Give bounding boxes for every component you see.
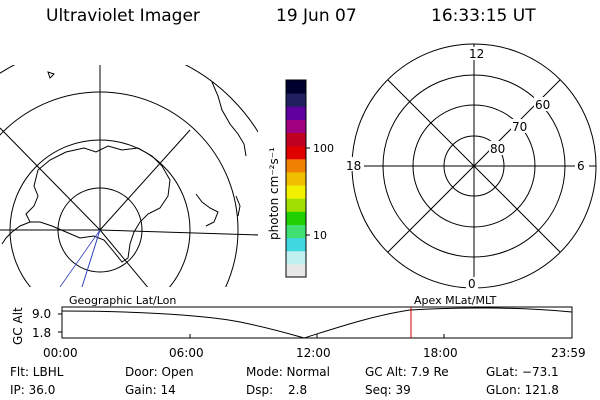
meridian-line [0, 127, 101, 231]
colorbar-tick-label: 100 [313, 142, 334, 155]
lat-label: 80 [490, 142, 505, 156]
x-tick-label: 12:00 [296, 346, 331, 360]
dsp-value: 2.8 [288, 383, 308, 397]
geographic-map [0, 65, 258, 287]
observation-time: 16:33:15 UT [431, 6, 536, 26]
lat-label: 70 [512, 120, 527, 134]
seq-info: Seq: 39 [365, 383, 411, 397]
glat-info: GLat: −73.1 [486, 365, 559, 379]
door-info: Door: Open [125, 365, 194, 379]
altitude-curve [61, 307, 573, 339]
colorbar-segment [286, 171, 306, 186]
mlt-label-bottom: 0 [468, 277, 476, 291]
colorbar-segment [286, 158, 306, 173]
instrument-title: Ultraviolet Imager [46, 6, 200, 26]
mlt-label-right: 6 [577, 159, 585, 173]
glon-info: GLon: 121.8 [486, 383, 559, 397]
altitude-plot-frame [61, 306, 573, 339]
antarctica-coastline [25, 145, 171, 263]
mlt-label-top: 12 [469, 47, 484, 61]
y-tick-label: 1.8 [32, 326, 51, 340]
label-bg [344, 157, 364, 171]
label-bg [468, 47, 484, 60]
colorbar-tick-label: 10 [313, 229, 327, 242]
x-tick-label: 18:00 [423, 346, 458, 360]
ground-track [59, 229, 101, 287]
label-bg [534, 97, 552, 111]
colorbar-segment [286, 93, 306, 107]
colorbar-segment [286, 263, 306, 278]
y-tick-label: 9.0 [32, 307, 51, 321]
label-bg [489, 141, 507, 155]
meridian-line [99, 229, 258, 236]
polar-title: Apex MLat/MLT [414, 294, 497, 307]
polar-plot [351, 43, 597, 289]
ground-track [81, 229, 101, 287]
lat-label: 60 [535, 98, 550, 112]
colorbar-unit-label: photon cm⁻²s⁻¹ [267, 147, 281, 240]
mlt-label-left: 18 [346, 159, 361, 173]
map-title: Geographic Lat/Lon [69, 294, 176, 307]
gain-info: Gain: 14 [125, 383, 176, 397]
colorbar-segment [286, 224, 306, 239]
filter-info: Flt: LBHL [10, 365, 64, 379]
colorbar [286, 80, 306, 278]
label-bg [466, 277, 478, 289]
coastline-fragment [235, 195, 241, 217]
colorbar-segment [286, 185, 306, 199]
colorbar-segment [286, 80, 306, 94]
colorbar-segment [286, 198, 306, 212]
label-bg [511, 119, 529, 133]
colorbar-segment [286, 211, 306, 225]
coastline-fragment [195, 193, 219, 227]
ip-info: IP: 36.0 [10, 383, 56, 397]
colorbar-segment [286, 106, 306, 120]
polar-axis [387, 79, 561, 253]
x-tick-label: 00:00 [43, 346, 78, 360]
x-tick-label: 23:59 [551, 346, 586, 360]
colorbar-segment [286, 132, 306, 147]
gc-alt-info: GC Alt: 7.9 Re [365, 365, 449, 379]
colorbar-segment [286, 145, 306, 160]
y-axis-label: GC Alt [11, 307, 25, 345]
observation-date: 19 Jun 07 [276, 6, 357, 26]
coastline-fragment [47, 71, 55, 79]
meridian-line [99, 129, 191, 231]
colorbar-segment [286, 250, 306, 265]
colorbar-segment [286, 119, 306, 134]
colorbar-frame [285, 79, 307, 278]
label-bg [575, 157, 589, 171]
x-tick-label: 06:00 [169, 346, 204, 360]
coastline-fragment [211, 81, 247, 157]
colorbar-segment [286, 237, 306, 252]
dsp-label: Dsp: [246, 383, 274, 397]
mode-info: Mode: Normal [246, 365, 330, 379]
antarctic-peninsula [1, 221, 31, 245]
